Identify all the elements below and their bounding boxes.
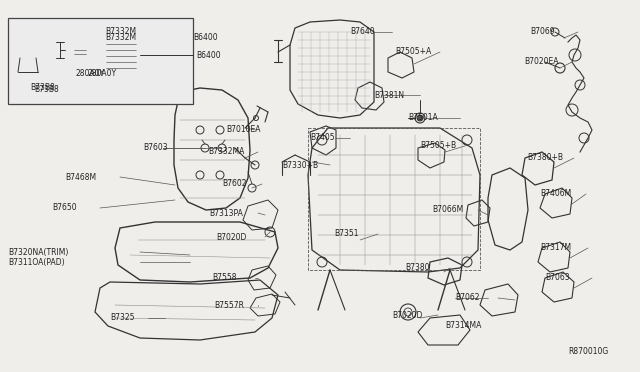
Text: B7313PA: B7313PA — [209, 208, 243, 218]
Text: B7650: B7650 — [52, 203, 77, 212]
Text: B7325: B7325 — [110, 314, 134, 323]
Text: B7010EA: B7010EA — [226, 125, 260, 135]
Text: B7505+B: B7505+B — [420, 141, 456, 150]
Text: B7602: B7602 — [222, 180, 246, 189]
Text: R870010G: R870010G — [568, 347, 608, 356]
Text: 280A0Y: 280A0Y — [76, 68, 105, 77]
Circle shape — [417, 115, 423, 121]
Text: B7505+A: B7505+A — [395, 48, 431, 57]
Bar — [308, 128, 480, 270]
Text: B7640: B7640 — [350, 28, 374, 36]
Text: B6400: B6400 — [193, 33, 218, 42]
Text: B7381N: B7381N — [374, 90, 404, 99]
Text: B7066M: B7066M — [432, 205, 463, 215]
Text: B7501A: B7501A — [408, 113, 438, 122]
Text: B7332M: B7332M — [105, 33, 136, 42]
Text: B7020D: B7020D — [216, 232, 246, 241]
Text: B7332M: B7332M — [105, 28, 136, 36]
Text: B7063: B7063 — [545, 273, 570, 282]
Text: B7406M: B7406M — [540, 189, 572, 199]
Text: B7062: B7062 — [455, 294, 479, 302]
Text: B7320NA(TRIM): B7320NA(TRIM) — [8, 247, 68, 257]
Text: B7468M: B7468M — [65, 173, 96, 182]
Text: B7314MA: B7314MA — [445, 321, 481, 330]
Text: B7020EA: B7020EA — [524, 58, 559, 67]
Text: B7557R: B7557R — [214, 301, 244, 311]
Bar — [8, 18, 193, 104]
Text: B7330+B: B7330+B — [282, 160, 318, 170]
Text: B7020D: B7020D — [392, 311, 422, 320]
Text: B7351: B7351 — [334, 230, 358, 238]
Text: B7332MA: B7332MA — [208, 148, 244, 157]
Text: B7311OA(PAD): B7311OA(PAD) — [8, 257, 65, 266]
Text: B7317M: B7317M — [540, 244, 571, 253]
Text: 280A0Y: 280A0Y — [88, 68, 117, 77]
Text: B7380+B: B7380+B — [527, 154, 563, 163]
Text: B7380: B7380 — [405, 263, 429, 273]
Text: B7405: B7405 — [310, 134, 335, 142]
Text: B73B8: B73B8 — [34, 84, 59, 93]
Text: B7069: B7069 — [530, 28, 555, 36]
Text: B7603: B7603 — [143, 144, 168, 153]
Text: B7558: B7558 — [212, 273, 237, 282]
Text: B6400: B6400 — [196, 51, 221, 60]
Text: B73B8: B73B8 — [30, 83, 55, 93]
